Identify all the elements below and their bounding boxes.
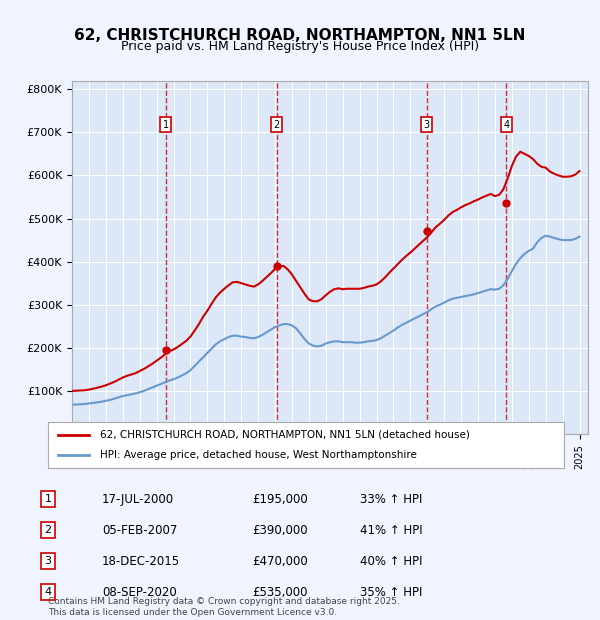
Text: Price paid vs. HM Land Registry's House Price Index (HPI): Price paid vs. HM Land Registry's House …: [121, 40, 479, 53]
Text: £390,000: £390,000: [252, 524, 308, 536]
Text: 41% ↑ HPI: 41% ↑ HPI: [360, 524, 422, 536]
Text: 2: 2: [44, 525, 52, 535]
Text: HPI: Average price, detached house, West Northamptonshire: HPI: Average price, detached house, West…: [100, 450, 416, 460]
Text: £470,000: £470,000: [252, 555, 308, 567]
Text: 1: 1: [44, 494, 52, 504]
Text: 18-DEC-2015: 18-DEC-2015: [102, 555, 180, 567]
Text: £535,000: £535,000: [252, 586, 308, 598]
Text: 05-FEB-2007: 05-FEB-2007: [102, 524, 178, 536]
Text: 4: 4: [44, 587, 52, 597]
Text: 1: 1: [163, 120, 169, 130]
Text: 3: 3: [424, 120, 430, 130]
Text: 62, CHRISTCHURCH ROAD, NORTHAMPTON, NN1 5LN: 62, CHRISTCHURCH ROAD, NORTHAMPTON, NN1 …: [74, 28, 526, 43]
Text: 3: 3: [44, 556, 52, 566]
Text: £195,000: £195,000: [252, 493, 308, 505]
Text: 08-SEP-2020: 08-SEP-2020: [102, 586, 177, 598]
Text: 2: 2: [274, 120, 280, 130]
Text: 33% ↑ HPI: 33% ↑ HPI: [360, 493, 422, 505]
Text: 17-JUL-2000: 17-JUL-2000: [102, 493, 174, 505]
Text: 62, CHRISTCHURCH ROAD, NORTHAMPTON, NN1 5LN (detached house): 62, CHRISTCHURCH ROAD, NORTHAMPTON, NN1 …: [100, 430, 469, 440]
Text: 35% ↑ HPI: 35% ↑ HPI: [360, 586, 422, 598]
Text: 4: 4: [503, 120, 509, 130]
Text: Contains HM Land Registry data © Crown copyright and database right 2025.
This d: Contains HM Land Registry data © Crown c…: [48, 598, 400, 617]
Text: 40% ↑ HPI: 40% ↑ HPI: [360, 555, 422, 567]
